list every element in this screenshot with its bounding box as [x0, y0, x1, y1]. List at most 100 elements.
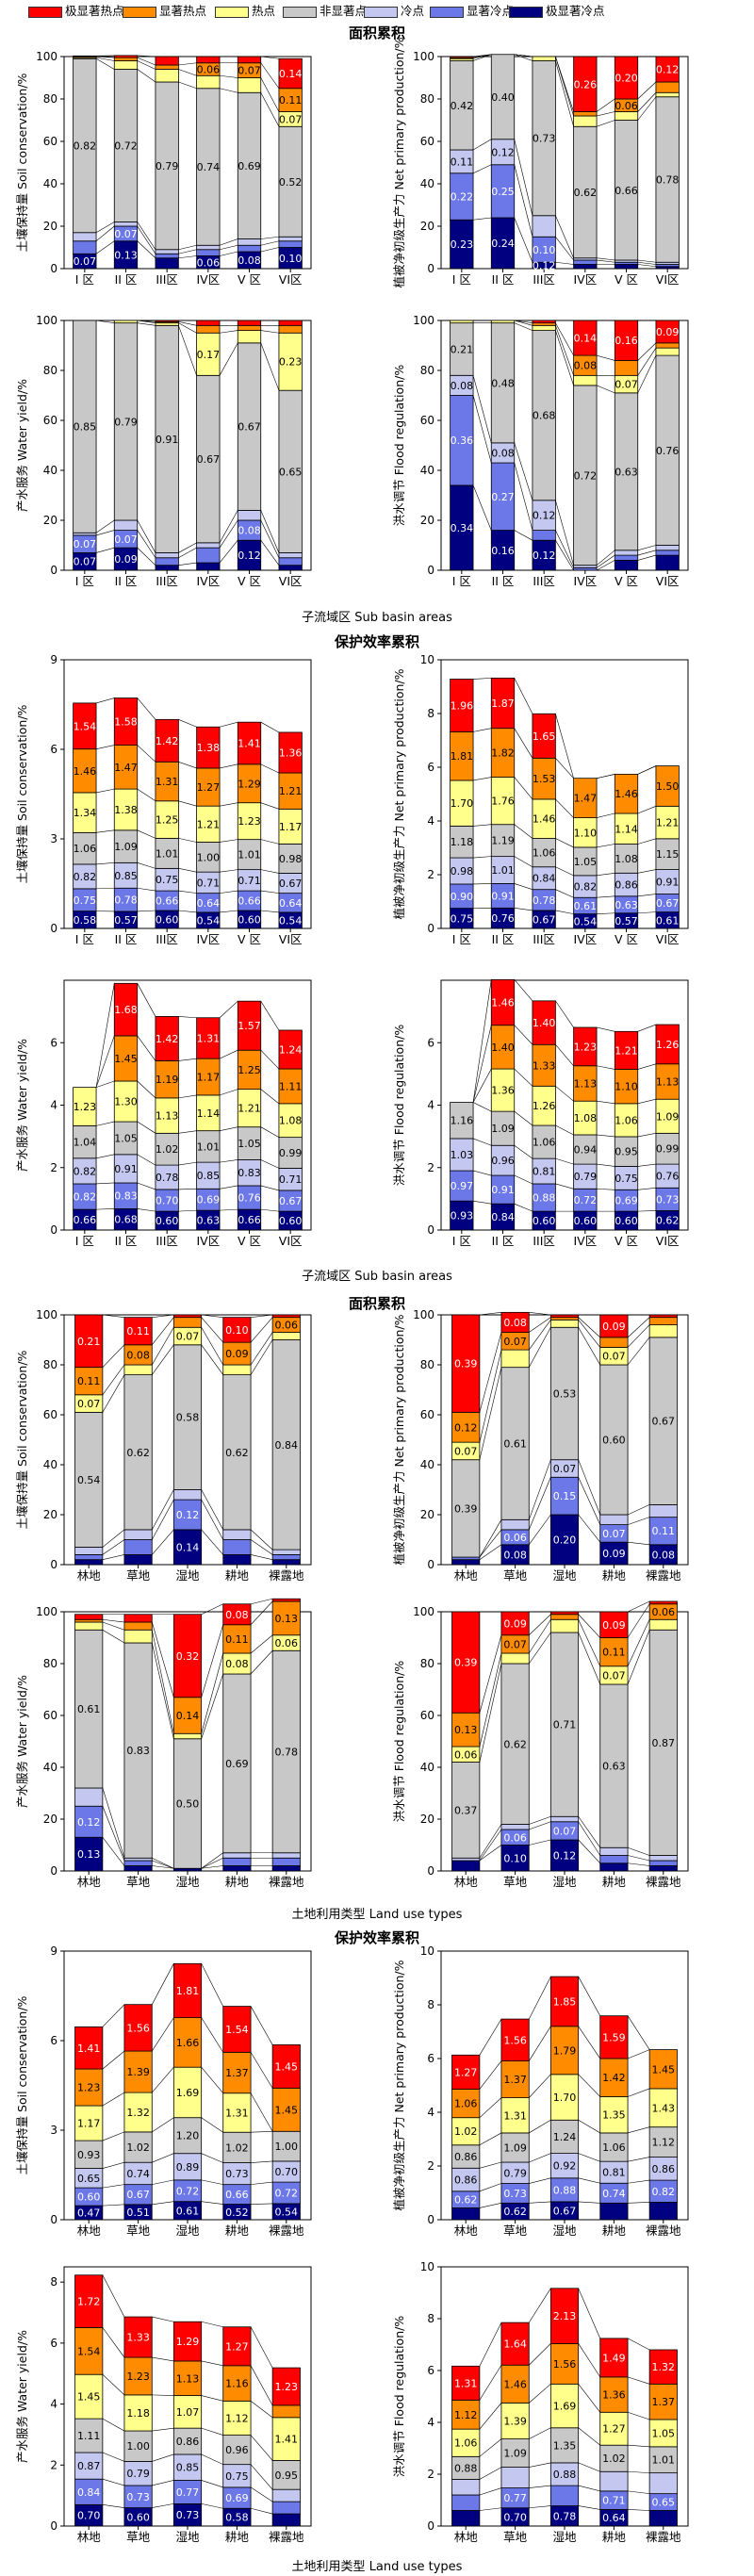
- bar-segment: [450, 1102, 474, 1140]
- bar-segment: [271, 1554, 301, 1561]
- bar-segment: [155, 257, 179, 270]
- data-label: 1.32: [126, 2107, 150, 2119]
- bar-segment: [237, 839, 262, 871]
- bar-segment: [278, 565, 303, 571]
- bar-segment: [222, 2326, 252, 2367]
- connector-line: [472, 1170, 492, 1176]
- connector-line: [137, 225, 156, 254]
- y-tick-label: 2: [50, 2458, 57, 2471]
- y-tick-label: 0: [50, 1223, 57, 1237]
- bar-segment: [271, 1549, 301, 1555]
- data-label: 0.50: [176, 1798, 200, 1811]
- bar-segment: [599, 2132, 629, 2162]
- bar-segment: [172, 2427, 203, 2455]
- data-label: 0.09: [656, 326, 680, 338]
- data-label: 1.45: [77, 2391, 101, 2404]
- data-label: 1.35: [602, 2109, 626, 2122]
- connector-line: [578, 2462, 600, 2472]
- bar-segment: [490, 322, 516, 444]
- y-tick-label: 40: [43, 177, 57, 190]
- data-label: 1.11: [77, 2430, 101, 2442]
- connector-line: [637, 347, 657, 376]
- bar-segment: [500, 2467, 530, 2488]
- legend-label: 显著热点: [159, 4, 207, 18]
- bar-segment: [451, 2117, 481, 2146]
- bar-segment: [123, 1860, 153, 1866]
- bar-segment: [222, 1554, 252, 1566]
- bar-segment: [113, 1080, 139, 1123]
- connector-line: [473, 728, 492, 732]
- bar-segment: [490, 824, 516, 858]
- connector-line: [152, 2153, 174, 2163]
- y-tick-label: 8: [50, 2275, 57, 2289]
- bar-segment: [532, 236, 556, 263]
- data-label: 0.11: [225, 1633, 249, 1646]
- bar-segment: [74, 2452, 104, 2480]
- bar-segment: [614, 1030, 639, 1070]
- y-tick-label: 2: [427, 2468, 434, 2481]
- data-label: 1.41: [238, 738, 261, 750]
- data-label: 1.54: [74, 720, 97, 732]
- connector-line: [479, 2365, 502, 2401]
- bar-segment: [500, 1367, 530, 1520]
- data-label: 0.23: [451, 238, 474, 251]
- y-tick-label: 100: [36, 1308, 57, 1321]
- data-label: 0.96: [225, 2444, 249, 2456]
- connector-line: [102, 2274, 125, 2318]
- bar-segment: [655, 869, 680, 894]
- connector-line: [95, 240, 115, 254]
- connector-line: [201, 2066, 223, 2093]
- data-label: 0.34: [451, 522, 474, 534]
- bar-segment: [648, 1860, 678, 1866]
- data-label: 1.58: [114, 716, 138, 729]
- y-tick-label: 40: [420, 464, 434, 477]
- y-tick-label: 8: [427, 707, 434, 720]
- connector-line: [152, 2480, 174, 2486]
- data-label: 0.11: [602, 1647, 626, 1659]
- connector-line: [96, 862, 115, 865]
- bar-segment: [500, 2132, 530, 2163]
- bar-segment: [573, 115, 598, 127]
- connector-line: [596, 554, 615, 568]
- bar-segment: [113, 982, 139, 1037]
- bar-segment: [451, 1559, 481, 1566]
- legend-item-2: 热点: [215, 4, 275, 19]
- connector-line: [102, 2184, 124, 2189]
- data-label: 0.08: [503, 1549, 527, 1561]
- data-label: 0.67: [238, 421, 261, 434]
- connector-line: [219, 1049, 238, 1059]
- y-tick-label: 80: [43, 364, 57, 377]
- connector-line: [637, 550, 657, 556]
- bar-segment: [271, 1339, 301, 1551]
- connector-line: [627, 1504, 650, 1516]
- data-label: 0.67: [652, 1416, 676, 1428]
- data-label: 0.08: [126, 1349, 150, 1361]
- bar-segment: [549, 1314, 580, 1319]
- data-label: 0.71: [238, 875, 261, 887]
- connector-line: [201, 2453, 223, 2465]
- data-label: 1.45: [114, 1053, 138, 1065]
- data-label: 0.14: [176, 1541, 200, 1553]
- data-label: 1.01: [238, 849, 261, 861]
- bar-segment: [573, 259, 598, 265]
- bar-segment: [532, 713, 556, 759]
- y-tick-label: 100: [413, 1308, 434, 1321]
- data-label: 0.58: [176, 1412, 200, 1424]
- connector-line: [201, 1317, 223, 1343]
- x-tick-label-A1: I 区: [75, 272, 94, 287]
- bar-segment: [237, 1000, 262, 1051]
- bar-segment: [655, 91, 680, 98]
- connector-line: [219, 721, 238, 728]
- bar-segment: [196, 726, 221, 769]
- data-label: 0.63: [602, 1761, 626, 1773]
- connector-line: [201, 2503, 223, 2509]
- data-label: 1.06: [454, 2098, 478, 2110]
- bar-segment: [123, 1554, 153, 1566]
- x-tick-label-B4: IV区: [573, 1234, 597, 1248]
- data-label: 0.07: [503, 1638, 527, 1650]
- connector-line: [260, 540, 280, 566]
- connector-line: [102, 1344, 125, 1368]
- bar-segment: [549, 1815, 580, 1823]
- bar-segment: [490, 677, 516, 730]
- bar-segment: [196, 374, 221, 544]
